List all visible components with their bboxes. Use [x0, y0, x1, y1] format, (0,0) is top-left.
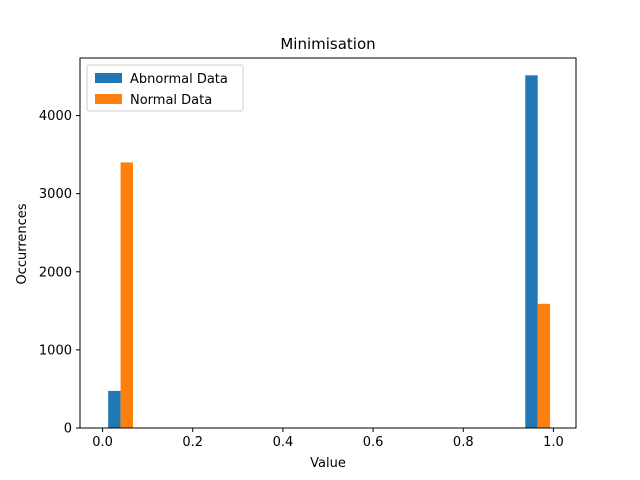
bar-abnormal-1 [525, 75, 538, 428]
y-tick-label: 4000 [39, 109, 72, 124]
bar-normal-1 [537, 303, 551, 428]
bars-layer [108, 75, 551, 428]
axes-frame [79, 57, 577, 429]
legend-label-normal: Normal Data [130, 93, 212, 108]
x-tick-label: 0.6 [363, 435, 384, 450]
x-tick-label: 0.4 [273, 435, 294, 450]
x-tick-label: 1.0 [543, 435, 564, 450]
y-tick-label: 0 [64, 422, 72, 437]
y-axis: 0 1000 2000 3000 4000 [39, 109, 80, 437]
x-tick-label: 0.2 [182, 435, 203, 450]
legend-box [86, 64, 244, 112]
legend: Abnormal Data Normal Data [86, 64, 244, 112]
x-axis-label: Value [310, 456, 346, 471]
y-tick-label: 2000 [39, 265, 72, 280]
legend-swatch-normal [95, 94, 122, 104]
y-axis-label: Occurrences [15, 203, 30, 284]
y-tick-label: 1000 [39, 343, 72, 358]
x-tick-label: 0.0 [92, 435, 113, 450]
y-tick-label: 3000 [39, 187, 72, 202]
legend-swatch-abnormal [95, 73, 122, 83]
x-tick-label: 0.8 [453, 435, 474, 450]
chart-title: Minimisation [280, 35, 375, 53]
bar-abnormal-0 [108, 390, 121, 428]
bar-normal-0 [120, 162, 133, 428]
legend-label-abnormal: Abnormal Data [130, 72, 228, 87]
x-axis: 0.0 0.2 0.4 0.6 0.8 1.0 [92, 428, 564, 450]
